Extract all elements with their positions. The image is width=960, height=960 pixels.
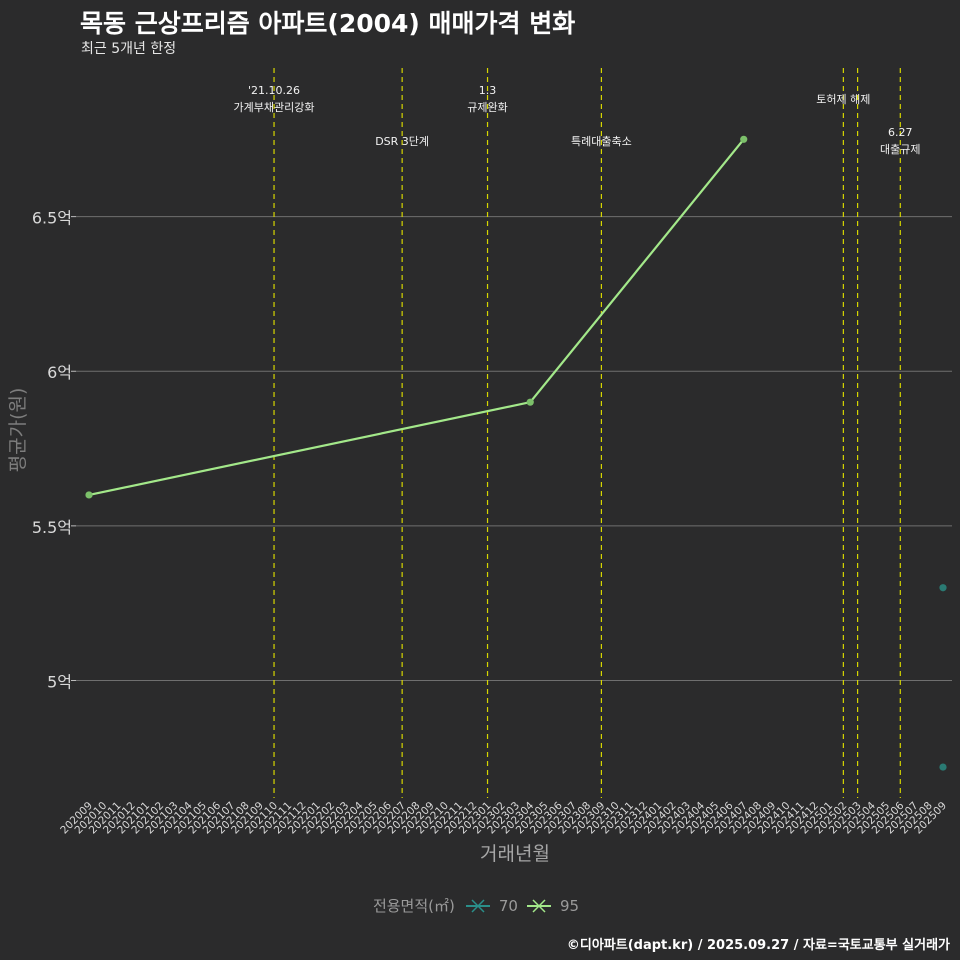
event-label: 6.27 xyxy=(888,126,913,139)
event-label: 규제완화 xyxy=(467,101,507,114)
event-label: 1.3 xyxy=(479,84,497,97)
event-label: 가계부채관리강화 xyxy=(234,101,315,114)
event-label: '21.10.26 xyxy=(248,84,300,97)
series-95-point xyxy=(85,491,93,499)
legend-key-95-icon xyxy=(526,898,551,913)
series-70-point xyxy=(939,763,947,771)
chart-subtitle: 최근 5개년 한정 xyxy=(81,41,177,57)
y-tick-label: 6.5억 xyxy=(32,209,72,228)
chart-title: 목동 근상프리즘 아파트(2004) 매매가격 변화 xyxy=(80,9,576,38)
event-label: 토허제 해제 xyxy=(816,92,870,106)
legend-label-70: 70 xyxy=(498,896,518,915)
series-95-point xyxy=(526,398,534,406)
legend-item-70: 70 xyxy=(465,896,518,916)
event-label: 특례대출축소 xyxy=(571,135,632,148)
source-caption: ©디아파트(dapt.kr) / 2025.09.27 / 자료=국토교통부 실… xyxy=(566,938,950,953)
x-axis-title: 거래년월 xyxy=(480,843,550,865)
grid-lines xyxy=(76,216,952,681)
series-95-point xyxy=(740,135,748,143)
legend-title: 전용면적(㎡) xyxy=(372,897,455,915)
axes: 5억5.5억6억6.5억2020092020102020112020122021… xyxy=(7,209,949,865)
legend-label-95: 95 xyxy=(559,896,580,915)
series-70-point xyxy=(939,584,947,592)
event-label: DSR 3단계 xyxy=(375,135,429,148)
legend-key-70-icon xyxy=(465,898,490,913)
y-tick-label: 5.5억 xyxy=(32,518,72,537)
y-tick-label: 6억 xyxy=(47,363,72,382)
series-95-line xyxy=(88,138,745,497)
event-label: 대출규제 xyxy=(880,143,920,156)
series-layer xyxy=(85,135,947,771)
legend: 전용면적(㎡) 70 95 xyxy=(0,895,960,916)
y-axis-title: 평균가(원) xyxy=(7,388,29,473)
y-tick-label: 5억 xyxy=(47,672,72,691)
legend-item-95: 95 xyxy=(526,896,579,916)
